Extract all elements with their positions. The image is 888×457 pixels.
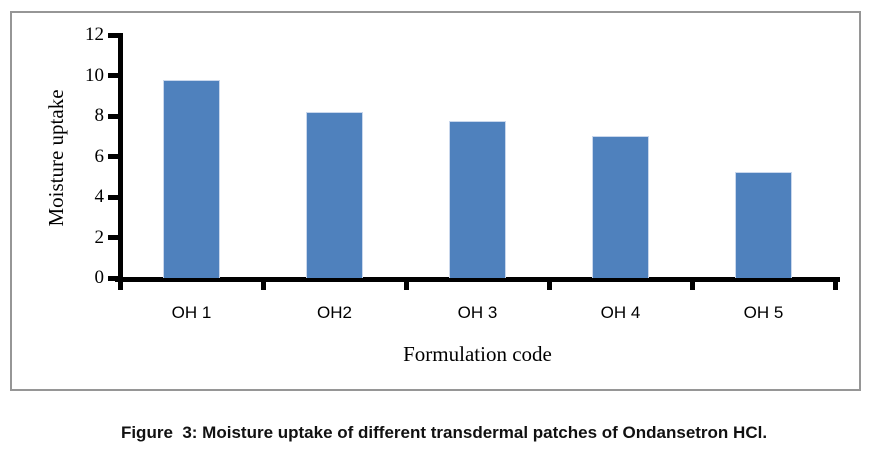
x-category-label: OH 3 (457, 303, 498, 322)
bar-oh-4 (592, 136, 649, 278)
x-category-label: OH 5 (743, 303, 784, 322)
x-tick (404, 281, 409, 290)
y-tick-label: 8 (94, 105, 105, 126)
y-tick (108, 235, 119, 240)
y-tick (108, 154, 119, 159)
y-tick-label: 12 (85, 24, 104, 45)
y-tick-label: 0 (94, 267, 105, 288)
bar-oh2 (306, 111, 363, 278)
y-tick (108, 194, 119, 200)
x-tick (118, 281, 123, 290)
x-category-label: OH 1 (171, 303, 212, 322)
bar-oh-1 (163, 79, 220, 278)
y-tick-label: 4 (94, 186, 105, 207)
y-tick-label: 6 (94, 145, 105, 167)
x-tick (690, 281, 695, 290)
x-tick (261, 281, 266, 290)
y-tick (108, 113, 119, 119)
y-tick-label: 2 (94, 226, 105, 248)
x-category-label: OH 4 (600, 303, 641, 322)
x-axis-title: Formulation code (403, 342, 552, 366)
bar-oh-3 (449, 121, 506, 278)
x-category-label: OH2 (317, 303, 352, 322)
y-tick (108, 32, 119, 38)
y-tick-label: 10 (85, 64, 104, 86)
chart-frame (10, 11, 861, 391)
y-axis-title: Moisture uptake (44, 89, 68, 227)
y-tick (108, 73, 119, 78)
x-tick (547, 281, 552, 290)
x-tick (833, 281, 838, 290)
y-axis-line (118, 33, 123, 281)
y-tick (108, 275, 119, 281)
figure-caption: Figure 3: Moisture uptake of different t… (120, 423, 768, 442)
bar-oh-5 (735, 171, 792, 278)
x-axis-line (115, 277, 840, 282)
